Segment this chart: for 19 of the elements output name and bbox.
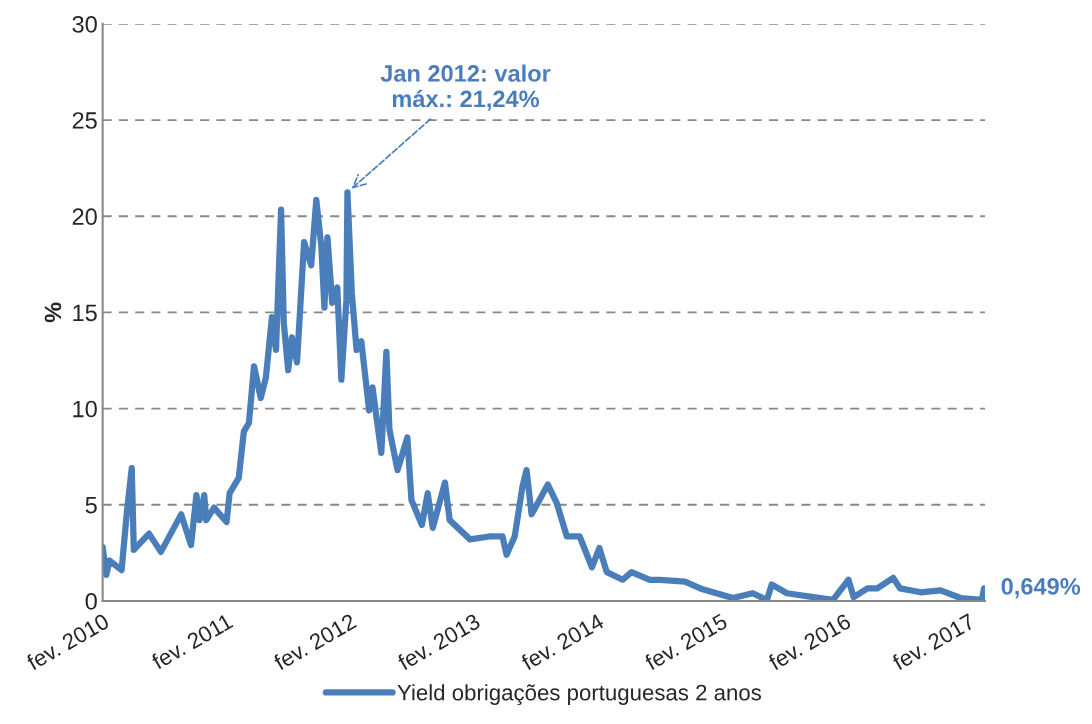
x-tick-label: fev. 2013 [396, 612, 482, 671]
x-tick-label: fev. 2011 [150, 612, 234, 671]
x-tick-label: fev. 2014 [519, 612, 605, 671]
x-tick-label: fev. 2012 [272, 612, 358, 671]
y-tick-label: 15 [73, 304, 97, 322]
y-axis-title: % [44, 302, 62, 323]
y-tick-label: 20 [72, 208, 97, 226]
legend-label: Yield obrigações portuguesas 2 anos [397, 684, 762, 705]
y-tick-label: 25 [72, 112, 97, 129]
x-tick-label: fev. 2016 [767, 612, 852, 671]
annotation: Jan 2012: valor máx.: 21,24% [380, 64, 551, 111]
y-tick-label: 10 [73, 400, 97, 418]
x-tick-label: fev. 2017 [890, 612, 976, 671]
x-tick-label: fev. 2010 [25, 612, 111, 671]
y-tick-label: 0 [85, 592, 97, 610]
x-tick-label: fev. 2015 [643, 612, 729, 671]
y-tick-label: 5 [85, 497, 97, 514]
y-tick-label: 30 [72, 15, 97, 33]
annotation: 0,649% [1001, 578, 1081, 599]
